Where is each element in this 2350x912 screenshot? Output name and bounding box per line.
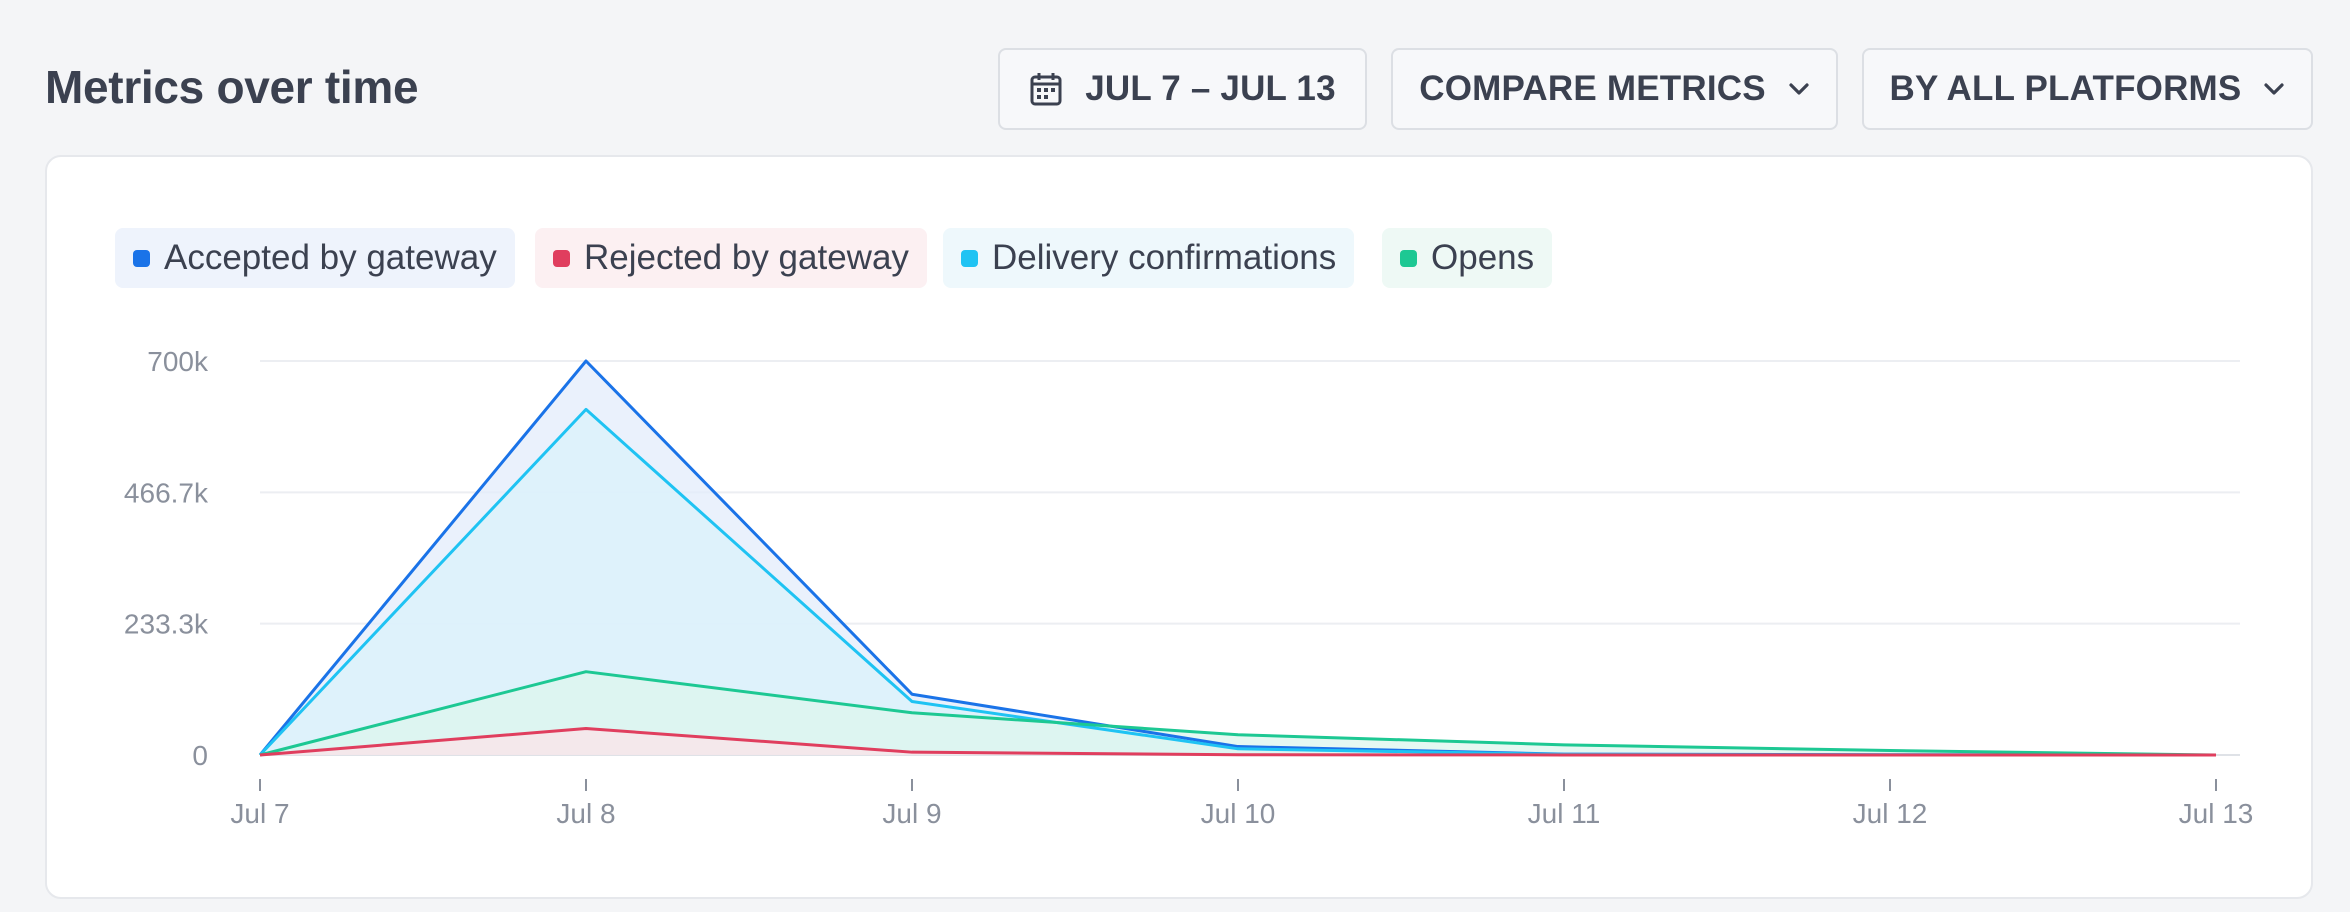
chevron-down-icon (2263, 82, 2285, 96)
series-area (260, 409, 2216, 755)
platform-dropdown[interactable]: BY ALL PLATFORMS (1862, 48, 2313, 130)
date-range-label: JUL 7 – JUL 13 (1085, 69, 1336, 108)
x-tick-label: Jul 13 (2179, 798, 2254, 829)
x-tick-label: Jul 8 (556, 798, 615, 829)
y-tick-label: 466.7k (124, 477, 209, 508)
x-tick-label: Jul 11 (1528, 798, 1601, 829)
y-tick-label: 700k (147, 346, 209, 377)
series-area (260, 728, 2216, 755)
x-tick-label: Jul 9 (882, 798, 941, 829)
y-tick-label: 233.3k (124, 609, 209, 640)
series-line (259, 727, 2217, 757)
legend-rejected-by-gateway[interactable]: Rejected by gateway (535, 228, 927, 288)
date-range-button[interactable]: JUL 7 – JUL 13 (998, 48, 1367, 130)
legend-label: Accepted by gateway (164, 238, 497, 277)
compare-metrics-label: COMPARE METRICS (1419, 69, 1766, 108)
y-tick-label: 0 (192, 740, 208, 771)
compare-metrics-dropdown[interactable]: COMPARE METRICS (1391, 48, 1838, 130)
legend-opens[interactable]: Opens (1382, 228, 1553, 288)
legend-dot (961, 249, 978, 267)
legend-delivery-confirmations[interactable]: Delivery confirmations (943, 228, 1355, 288)
x-tick-label: Jul 10 (1201, 798, 1276, 829)
legend-dot (1400, 249, 1417, 267)
x-tick-label: Jul 7 (230, 798, 289, 829)
calendar-icon (1029, 71, 1063, 107)
platform-label: BY ALL PLATFORMS (1889, 69, 2242, 108)
legend-label: Opens (1431, 238, 1535, 277)
legend-dot (133, 249, 150, 267)
legend-accepted-by-gateway[interactable]: Accepted by gateway (115, 228, 515, 288)
series-line (259, 670, 2217, 757)
x-tick-label: Jul 12 (1853, 798, 1928, 829)
page-title: Metrics over time (45, 61, 419, 113)
legend-dot (553, 249, 570, 267)
chevron-down-icon (1788, 82, 1810, 96)
legend-label: Delivery confirmations (992, 238, 1337, 277)
legend-label: Rejected by gateway (584, 238, 909, 277)
